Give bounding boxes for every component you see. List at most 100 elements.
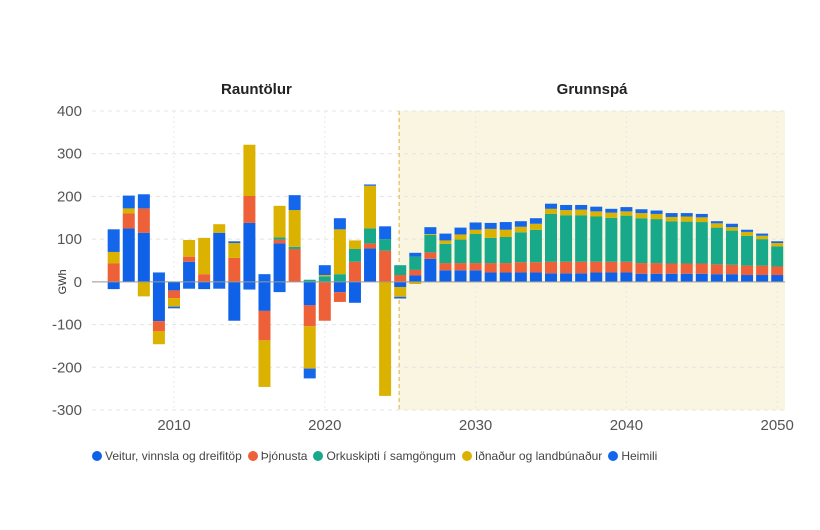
bar-segment[interactable] bbox=[273, 205, 286, 238]
bar-segment[interactable] bbox=[756, 265, 769, 276]
bar-segment[interactable] bbox=[243, 196, 256, 223]
bar-segment[interactable] bbox=[454, 263, 467, 271]
bar-segment[interactable] bbox=[741, 275, 754, 282]
bar-segment[interactable] bbox=[152, 281, 165, 322]
bar-segment[interactable] bbox=[318, 276, 331, 282]
bar-segment[interactable] bbox=[771, 241, 784, 243]
bar-segment[interactable] bbox=[650, 219, 663, 264]
bar-segment[interactable] bbox=[650, 213, 663, 220]
bar-segment[interactable] bbox=[545, 208, 557, 214]
bar-segment[interactable] bbox=[348, 261, 361, 282]
bar-segment[interactable] bbox=[454, 227, 467, 235]
bar-segment[interactable] bbox=[680, 216, 693, 222]
bar-segment[interactable] bbox=[469, 234, 482, 264]
bar-segment[interactable] bbox=[725, 227, 738, 231]
bar-segment[interactable] bbox=[605, 212, 618, 218]
bar-segment[interactable] bbox=[228, 242, 241, 258]
bar-segment[interactable] bbox=[318, 275, 331, 277]
bar-segment[interactable] bbox=[348, 281, 361, 303]
bar-segment[interactable] bbox=[168, 281, 180, 291]
bar-segment[interactable] bbox=[560, 204, 573, 211]
bar-segment[interactable] bbox=[439, 263, 452, 271]
bar-segment[interactable] bbox=[454, 234, 467, 240]
bar-segment[interactable] bbox=[439, 233, 452, 241]
bar-segment[interactable] bbox=[575, 261, 588, 274]
bar-segment[interactable] bbox=[273, 243, 286, 282]
bar-segment[interactable] bbox=[152, 321, 165, 331]
bar-segment[interactable] bbox=[228, 241, 241, 243]
bar-segment[interactable] bbox=[364, 243, 377, 249]
bar-segment[interactable] bbox=[710, 264, 723, 275]
bar-segment[interactable] bbox=[364, 185, 377, 229]
bar-segment[interactable] bbox=[605, 208, 618, 213]
bar-segment[interactable] bbox=[710, 274, 723, 282]
bar-segment[interactable] bbox=[680, 263, 693, 274]
bar-segment[interactable] bbox=[394, 275, 407, 282]
bar-segment[interactable] bbox=[288, 246, 301, 249]
bar-segment[interactable] bbox=[122, 213, 135, 229]
bar-segment[interactable] bbox=[529, 229, 542, 263]
bar-segment[interactable] bbox=[333, 229, 346, 275]
bar-segment[interactable] bbox=[695, 263, 708, 274]
bar-segment[interactable] bbox=[620, 261, 633, 273]
bar-segment[interactable] bbox=[560, 261, 573, 274]
bar-segment[interactable] bbox=[348, 240, 361, 249]
bar-segment[interactable] bbox=[379, 239, 392, 251]
bar-segment[interactable] bbox=[635, 213, 648, 219]
bar-segment[interactable] bbox=[348, 248, 361, 262]
bar-segment[interactable] bbox=[168, 306, 180, 309]
bar-segment[interactable] bbox=[514, 262, 527, 273]
bar-segment[interactable] bbox=[575, 204, 588, 210]
bar-segment[interactable] bbox=[273, 281, 286, 293]
bar-segment[interactable] bbox=[695, 273, 708, 282]
bar-segment[interactable] bbox=[605, 261, 618, 273]
bar-segment[interactable] bbox=[484, 272, 497, 282]
bar-segment[interactable] bbox=[424, 227, 437, 235]
bar-segment[interactable] bbox=[725, 274, 738, 282]
bar-segment[interactable] bbox=[213, 281, 226, 289]
bar-segment[interactable] bbox=[499, 229, 512, 238]
bar-segment[interactable] bbox=[198, 281, 211, 290]
bar-segment[interactable] bbox=[288, 248, 301, 282]
bar-segment[interactable] bbox=[137, 194, 150, 209]
bar-segment[interactable] bbox=[318, 265, 331, 276]
bar-segment[interactable] bbox=[620, 211, 633, 216]
bar-segment[interactable] bbox=[333, 218, 346, 230]
bar-segment[interactable] bbox=[394, 281, 407, 287]
bar-segment[interactable] bbox=[484, 228, 497, 238]
bar-segment[interactable] bbox=[560, 210, 573, 216]
bar-segment[interactable] bbox=[741, 229, 754, 232]
bar-segment[interactable] bbox=[514, 232, 527, 263]
bar-segment[interactable] bbox=[122, 195, 135, 209]
bar-segment[interactable] bbox=[620, 207, 633, 212]
bar-segment[interactable] bbox=[243, 281, 256, 290]
bar-segment[interactable] bbox=[484, 263, 497, 273]
bar-segment[interactable] bbox=[183, 239, 196, 257]
bar-segment[interactable] bbox=[288, 195, 301, 211]
bar-segment[interactable] bbox=[137, 208, 150, 233]
bar-segment[interactable] bbox=[484, 222, 497, 229]
bar-segment[interactable] bbox=[484, 237, 497, 264]
bar-segment[interactable] bbox=[379, 281, 392, 396]
bar-segment[interactable] bbox=[695, 217, 708, 223]
bar-segment[interactable] bbox=[394, 296, 407, 299]
bar-segment[interactable] bbox=[228, 281, 241, 321]
bar-segment[interactable] bbox=[213, 224, 226, 233]
bar-segment[interactable] bbox=[364, 228, 377, 244]
bar-segment[interactable] bbox=[424, 252, 437, 259]
bar-segment[interactable] bbox=[424, 234, 437, 235]
bar-segment[interactable] bbox=[665, 263, 678, 274]
bar-segment[interactable] bbox=[258, 340, 271, 387]
bar-segment[interactable] bbox=[469, 222, 482, 230]
bar-segment[interactable] bbox=[379, 226, 392, 240]
bar-segment[interactable] bbox=[228, 257, 241, 282]
bar-segment[interactable] bbox=[439, 240, 452, 244]
bar-segment[interactable] bbox=[424, 234, 437, 253]
bar-segment[interactable] bbox=[514, 221, 527, 227]
bar-segment[interactable] bbox=[635, 218, 648, 264]
bar-segment[interactable] bbox=[695, 213, 708, 218]
bar-segment[interactable] bbox=[605, 217, 618, 262]
bar-segment[interactable] bbox=[258, 310, 271, 341]
bar-segment[interactable] bbox=[469, 270, 482, 282]
bar-segment[interactable] bbox=[590, 272, 603, 282]
